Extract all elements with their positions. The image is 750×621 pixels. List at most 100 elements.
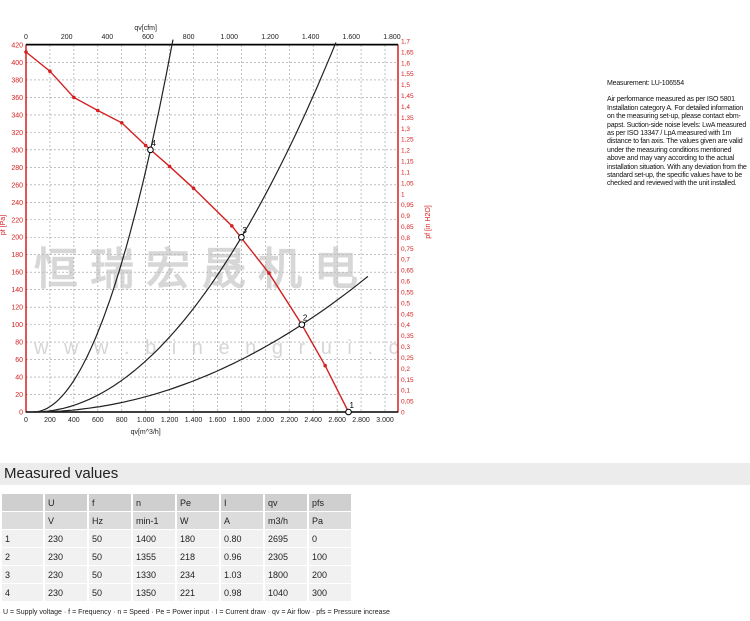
y2-tick-label: 0,2 [401,366,410,373]
y-tick-label: 260 [11,182,23,189]
y-tick-label: 300 [11,147,23,154]
x2-tick-label: 1.800 [383,34,401,41]
watermark-text: 恒瑞宏晟机电 [34,245,370,294]
x2-tick-label: 1.600 [343,34,361,41]
y2-tick-label: 1,55 [401,71,414,78]
x2-axis-label: qv[cfm] [134,25,157,32]
operating-point [238,233,245,241]
y2-tick-label: 0,1 [401,388,410,395]
table-cell: 1 [2,530,43,547]
y2-tick-label: 0,05 [401,399,414,406]
table-cell: 0 [309,530,351,547]
table-legend: U = Supply voltage · f = Frequency · n =… [3,609,390,616]
x-tick-label: 2.400 [304,417,322,424]
fan-curve-point [167,164,172,169]
table-cell [2,512,43,529]
operating-point [298,321,306,328]
y2-tick-label: 1,2 [401,148,410,155]
table-cell: m3/h [265,512,307,529]
x2-tick-label: 1.400 [302,34,320,41]
operating-point [147,146,154,154]
x-tick-label: 1.200 [161,417,179,424]
system-curve [33,42,337,413]
table-cell: 1400 [133,530,175,547]
y2-tick-label: 1,35 [401,115,414,122]
y2-tick-label: 1,3 [401,126,410,133]
table-cell: 1040 [265,584,307,601]
table-cell: n [133,494,175,511]
x-axis-label: qv[m^3/h] [131,429,161,436]
x-tick-label: 2.200 [281,417,299,424]
x-tick-label: 1.000 [137,417,155,424]
table-cell: Hz [89,512,131,529]
x-tick-label: 2.600 [328,417,346,424]
fan-curve-point [24,50,28,54]
x-tick-label: 1.600 [209,417,227,424]
x-tick-label: 2.800 [352,417,370,424]
x2-tick-label: 400 [101,34,113,41]
y-tick-label: 400 [11,60,23,67]
y2-tick-label: 1,65 [401,49,414,56]
y2-tick-label: 0,45 [401,311,414,318]
table-cell: min-1 [133,512,175,529]
y-tick-label: 140 [11,287,23,294]
y-tick-label: 60 [15,357,23,364]
table-cell: 50 [89,530,131,547]
y2-tick-label: 1 [401,191,405,198]
fan-curve-point [230,224,234,228]
y-tick-label: 320 [11,130,23,137]
y2-tick-label: 0,8 [401,235,410,242]
table-row: 2 230 50 1355 218 0.96 2305 100 [2,548,351,565]
table-cell: 1355 [133,548,175,565]
x2-tick-label: 0 [24,34,28,41]
x2-tick-label: 1.000 [221,34,239,41]
y2-tick-label: 1,6 [401,60,410,67]
operating-point [345,408,352,416]
y2-tick-label: 1,45 [401,93,414,100]
y2-tick-label: 0,6 [401,279,410,286]
y-tick-label: 360 [11,95,23,102]
table-cell: I [221,494,263,511]
table-cell: 234 [177,566,219,583]
x-tick-label: 1.400 [185,417,203,424]
table-cell: qv [265,494,307,511]
y-tick-label: 420 [11,43,23,50]
y-tick-label: 200 [11,235,23,242]
x2-tick-label: 1.200 [261,34,279,41]
table-cell: 230 [45,530,87,547]
y2-tick-label: 1,25 [401,137,414,144]
measurement-description: Air performance measured as per ISO 5801… [607,96,747,188]
system-curve [33,275,369,413]
operating-point-label: 3 [242,226,247,235]
y2-tick-label: 0,5 [401,300,410,307]
table-cell: 218 [177,548,219,565]
table-cell: 230 [45,566,87,583]
y2-tick-label: 0,95 [401,202,414,209]
watermark-url: w w w . b i n e n g r u i . c [33,337,404,359]
fan-curve-point [267,271,271,275]
fan-curve-point [143,143,148,148]
table-cell: W [177,512,219,529]
x-tick-label: 1.800 [233,417,251,424]
y-tick-label: 80 [15,340,23,347]
table-cell: 221 [177,584,219,601]
table-cell: 230 [45,548,87,565]
table-cell: 300 [309,584,351,601]
table-cell: Pa [309,512,351,529]
y-tick-label: 340 [11,112,23,119]
table-cell: 100 [309,548,351,565]
measured-values-title: Measured values [0,463,750,485]
y-tick-label: 20 [15,392,23,399]
fan-curve-point [96,108,100,113]
y-tick-label: 120 [11,305,23,312]
table-cell: pfs [309,494,351,511]
x-tick-label: 800 [116,417,128,424]
system-curve [33,39,174,413]
fan-curve-point [48,69,52,74]
table-cell: A [221,512,263,529]
y-tick-label: 100 [11,322,23,329]
table-cell: U [45,494,87,511]
measurement-id: Measurement: LU-106554 [607,80,684,87]
x2-tick-label: 200 [61,34,73,41]
